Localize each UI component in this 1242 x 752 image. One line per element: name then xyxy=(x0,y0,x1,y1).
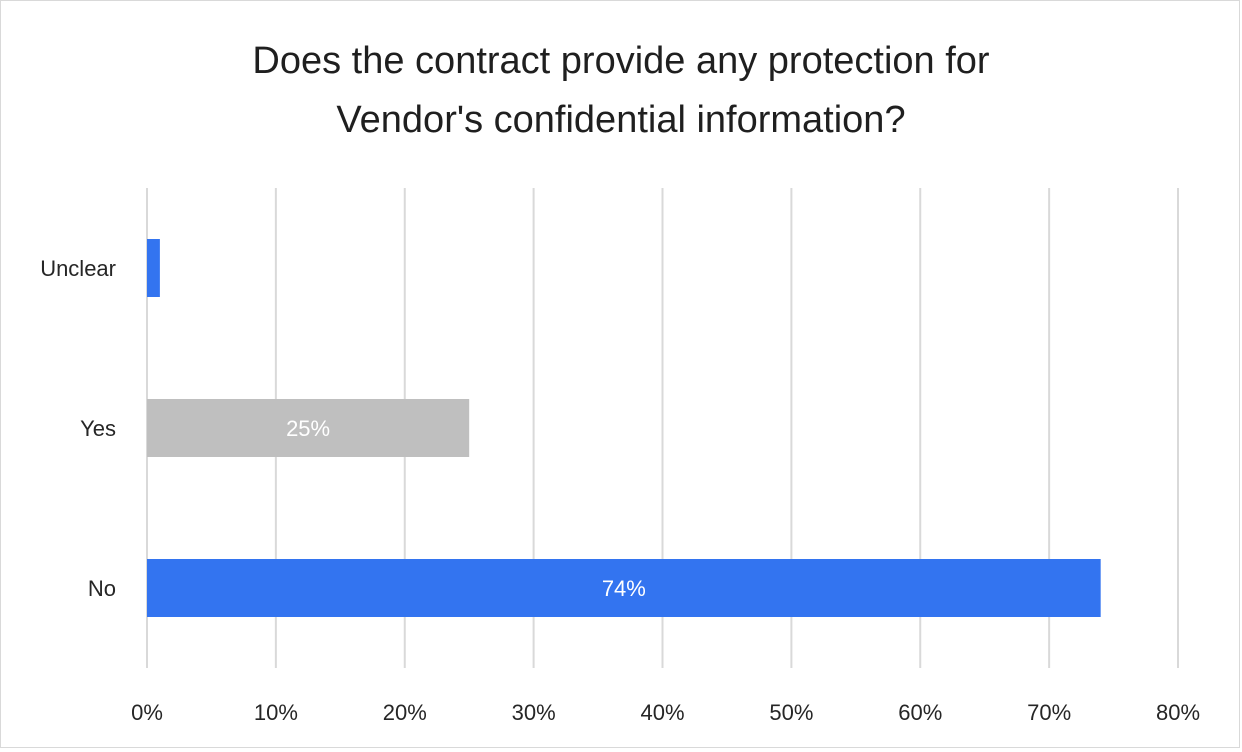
data-label-no: 74% xyxy=(602,576,646,601)
data-label-yes: 25% xyxy=(286,416,330,441)
chart-title-line-1: Does the contract provide any protection… xyxy=(252,40,990,82)
value-axis: 0% 10% 20% 30% 40% 50% 60% 70% 80% xyxy=(131,700,1200,725)
bar-no xyxy=(147,559,1101,617)
data-labels: 25% 74% xyxy=(286,416,646,601)
x-tick-label: 50% xyxy=(769,700,813,725)
category-axis: Unclear Yes No xyxy=(40,256,116,601)
x-tick-label: 20% xyxy=(383,700,427,725)
chart-title-line-2: Vendor's confidential information? xyxy=(336,99,905,141)
bar-yes xyxy=(147,399,470,457)
category-label-unclear: Unclear xyxy=(40,256,116,281)
x-tick-label: 60% xyxy=(898,700,942,725)
x-tick-label: 40% xyxy=(640,700,684,725)
x-tick-label: 30% xyxy=(512,700,556,725)
bar-unclear xyxy=(147,239,160,297)
chart-title: Does the contract provide any protection… xyxy=(252,40,990,141)
x-tick-label: 70% xyxy=(1027,700,1071,725)
category-label-no: No xyxy=(88,576,116,601)
x-tick-label: 80% xyxy=(1156,700,1200,725)
bars xyxy=(147,239,1101,617)
category-label-yes: Yes xyxy=(80,416,116,441)
x-tick-label: 0% xyxy=(131,700,163,725)
x-tick-label: 10% xyxy=(254,700,298,725)
